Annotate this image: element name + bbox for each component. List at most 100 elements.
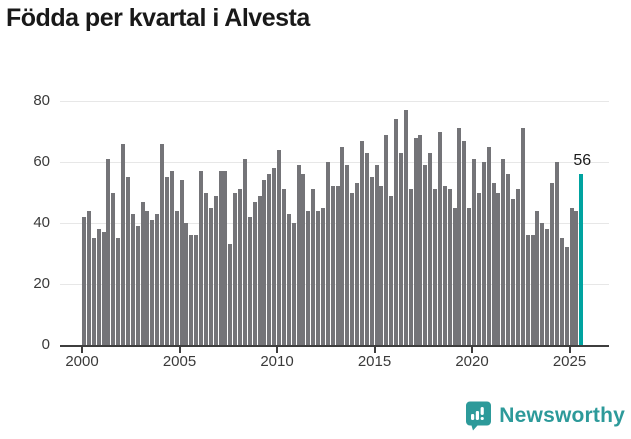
bar [559, 238, 564, 345]
bar [218, 171, 223, 345]
bar [223, 171, 228, 345]
bar [325, 162, 330, 345]
bar [135, 226, 140, 345]
bar [208, 207, 213, 345]
bar [355, 183, 359, 345]
chart-title: Födda per kvartal i Alvesta [6, 4, 310, 32]
bar [359, 140, 364, 345]
bar [384, 134, 389, 345]
x-tick-mark-2000 [81, 347, 83, 353]
y-tick-label-20: 20 [33, 275, 50, 292]
bar [467, 207, 472, 345]
bar [291, 223, 296, 345]
bar [111, 192, 116, 345]
bar [452, 207, 457, 345]
bar [82, 216, 86, 345]
bar [140, 201, 145, 345]
bar [515, 189, 520, 345]
bar [169, 171, 174, 345]
newsworthy-logo-icon [466, 401, 492, 431]
bar [501, 158, 506, 345]
x-tick-mark-2010 [276, 347, 278, 353]
bar [374, 165, 379, 345]
bar [155, 213, 160, 345]
bar [106, 158, 111, 345]
bar [213, 195, 218, 345]
bar [306, 210, 311, 345]
bar [189, 235, 194, 345]
bar [364, 152, 369, 345]
bar [145, 210, 150, 345]
bar [481, 162, 486, 345]
bar [564, 247, 569, 345]
bar [335, 186, 340, 345]
bar [350, 192, 355, 345]
bar [369, 177, 374, 345]
bar [462, 140, 467, 345]
bar [447, 189, 452, 345]
bar [311, 189, 316, 345]
x-tick-mark-2015 [373, 347, 376, 353]
bar [476, 192, 481, 345]
gridline-y-80 [60, 101, 609, 102]
bar [394, 119, 398, 345]
y-tick-label-0: 0 [41, 336, 50, 353]
bar [194, 235, 199, 345]
highlight-bar [579, 174, 584, 345]
bar [525, 235, 530, 345]
bar [472, 158, 476, 345]
bar [389, 195, 394, 345]
bar [277, 149, 281, 345]
x-tick-label-2015: 2015 [357, 353, 392, 370]
bar [403, 110, 408, 345]
bar [423, 165, 428, 345]
bar [286, 213, 291, 345]
bar [86, 210, 91, 345]
bar [569, 207, 574, 345]
bar [408, 189, 413, 345]
bar [340, 146, 345, 345]
bar [442, 186, 447, 345]
bar [418, 134, 423, 345]
branding[interactable]: Newsworthy [465, 400, 625, 431]
bar [486, 146, 491, 345]
bar [301, 174, 306, 345]
bar [398, 152, 403, 345]
bar [242, 158, 247, 345]
x-tick-label-2020: 2020 [455, 353, 489, 370]
bar [457, 128, 462, 345]
bar [320, 207, 325, 345]
bar [96, 229, 101, 345]
x-tick-mark-2020 [471, 347, 473, 353]
x-tick-mark-2025 [568, 347, 571, 353]
bar [574, 210, 579, 345]
bar [233, 192, 238, 345]
y-tick-label-40: 40 [33, 214, 50, 231]
bar [267, 174, 272, 345]
y-tick-label-80: 80 [33, 92, 50, 109]
newsworthy-wordmark: Newsworthy [499, 403, 625, 427]
bar [91, 238, 96, 345]
bar [413, 137, 418, 345]
bar [550, 183, 554, 345]
bar [228, 244, 233, 345]
bar [330, 186, 335, 345]
bar [150, 219, 155, 345]
bar [316, 210, 320, 345]
bar [179, 180, 184, 345]
bar [545, 229, 550, 345]
bar [101, 232, 106, 345]
x-tick-label-2025: 2025 [552, 353, 587, 370]
x-tick-mark-2005 [178, 347, 181, 353]
bar [164, 177, 169, 345]
bar [238, 189, 242, 345]
y-tick-label-60: 60 [33, 153, 50, 170]
bar [491, 183, 496, 345]
bar [160, 143, 164, 345]
bar [203, 192, 208, 345]
bar [272, 168, 277, 345]
bar [262, 180, 267, 345]
x-tick-label-2010: 2010 [260, 353, 294, 370]
bar [506, 174, 511, 345]
